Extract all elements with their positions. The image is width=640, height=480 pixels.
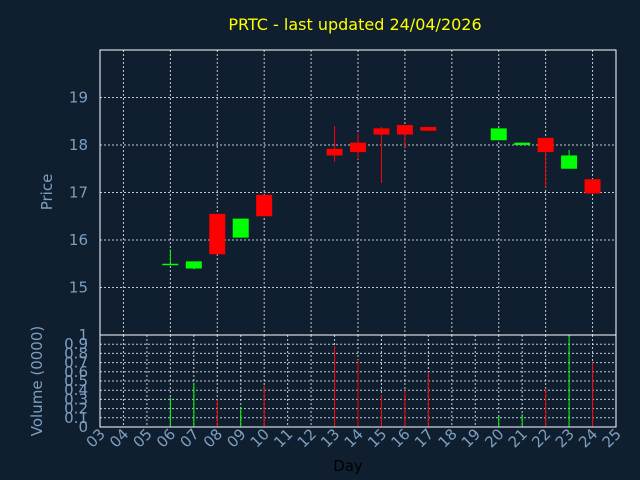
x-tick-label: 08 xyxy=(200,425,226,451)
x-tick-label: 12 xyxy=(294,425,320,451)
candle-body xyxy=(420,126,437,131)
volume-y-tick-label: 0.5 xyxy=(64,372,88,390)
price-y-tick-label: 17 xyxy=(69,184,88,202)
x-tick-label: 10 xyxy=(247,425,273,451)
candle-body xyxy=(584,179,601,194)
volume-panel-frame xyxy=(99,334,617,428)
volume-y-tick-label: 0.1 xyxy=(64,409,88,427)
candle-body xyxy=(185,261,202,269)
x-tick-label: 18 xyxy=(434,425,460,451)
candle-body xyxy=(490,128,507,141)
volume-y-tick-label: 0.8 xyxy=(64,344,88,362)
candle-body xyxy=(232,218,249,238)
x-tick-label: 23 xyxy=(552,425,578,451)
volume-y-ticks: 00.10.20.30.40.50.60.70.80.91 xyxy=(64,326,88,436)
x-axis-label: Day xyxy=(333,457,363,475)
volume-y-tick-label: 0 xyxy=(78,418,88,436)
volume-axis-label: Volume (0000) xyxy=(28,326,46,436)
x-tick-label: 04 xyxy=(106,425,132,451)
candle-body xyxy=(162,263,179,266)
candle-body xyxy=(561,155,578,169)
x-tick-label: 07 xyxy=(176,425,202,451)
volume-y-tick-label: 0.9 xyxy=(64,335,88,353)
price-y-tick-label: 19 xyxy=(69,89,88,107)
price-y-tick-label: 18 xyxy=(69,136,88,154)
x-tick-label: 25 xyxy=(599,425,625,451)
candle-body xyxy=(373,128,390,135)
price-y-ticks: 15 16 17 18 19 xyxy=(69,89,88,297)
x-tick-label: 17 xyxy=(411,425,437,451)
volume-y-tick-label: 0.4 xyxy=(64,381,88,399)
chart-title: PRTC - last updated 24/04/2026 xyxy=(228,15,481,34)
price-y-tick-label: 16 xyxy=(69,231,88,249)
x-tick-label: 22 xyxy=(528,425,554,451)
candle-body xyxy=(396,125,413,135)
x-tick-label: 14 xyxy=(341,425,367,451)
price-y-tick-label: 15 xyxy=(69,279,88,297)
x-tick-label: 05 xyxy=(130,425,156,451)
price-axis-label: Price xyxy=(38,174,56,211)
candle-body xyxy=(326,148,343,156)
volume-y-tick-label: 0.3 xyxy=(64,390,88,408)
x-tick-label: 13 xyxy=(317,425,343,451)
volume-y-tick-label: 0.2 xyxy=(64,400,88,418)
x-tick-label: 06 xyxy=(153,425,179,451)
volume-y-tick-label: 1 xyxy=(78,326,88,344)
x-tick-label: 20 xyxy=(481,425,507,451)
candle-body xyxy=(209,213,226,255)
x-tick-label: 21 xyxy=(505,425,531,451)
candle-body xyxy=(256,194,273,217)
price-grid xyxy=(100,50,616,335)
x-tick-label: 11 xyxy=(270,425,296,451)
x-tick-label: 15 xyxy=(364,425,390,451)
x-ticks: 0304050607080910111213141516171819202122… xyxy=(83,425,625,451)
x-tick-label: 24 xyxy=(575,425,601,451)
volume-bars xyxy=(169,336,594,427)
price-candles xyxy=(162,125,601,270)
candle-body xyxy=(514,142,531,145)
volume-y-tick-label: 0.6 xyxy=(64,363,88,381)
candle-body xyxy=(350,142,366,153)
x-tick-label: 16 xyxy=(388,425,414,451)
volume-y-tick-label: 0.7 xyxy=(64,354,88,372)
x-tick-label: 19 xyxy=(458,425,484,451)
candle-body xyxy=(537,137,554,153)
x-tick-label: 09 xyxy=(223,425,249,451)
